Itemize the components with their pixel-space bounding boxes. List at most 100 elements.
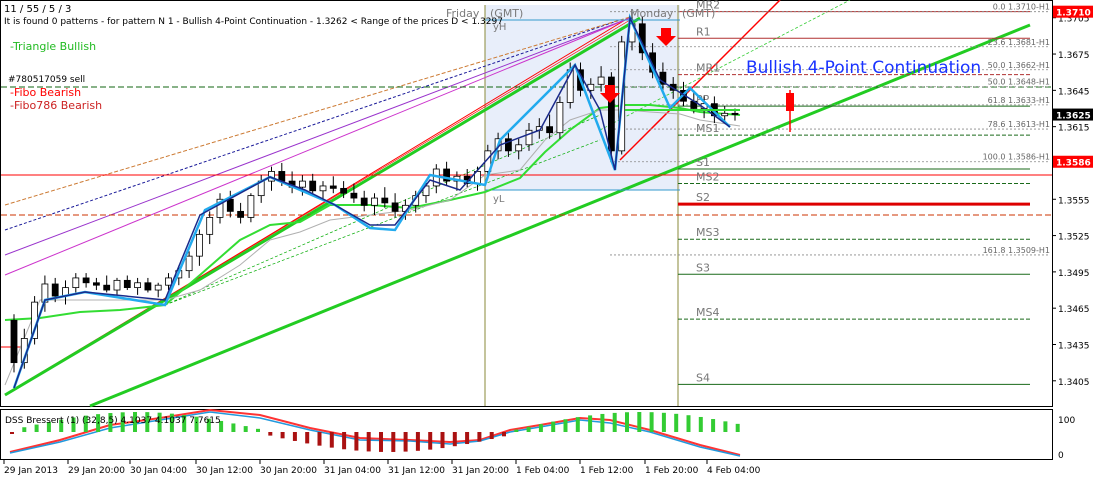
dss-histogram-bar [292,432,297,441]
candle-body [103,284,111,291]
pattern-title: Bullish 4-Point Continuation [746,58,981,78]
dss-histogram-bar [600,413,605,432]
dss-histogram-bar [674,413,679,432]
dss-histogram-bar [538,424,543,432]
dss-histogram-bar [46,421,51,432]
candle-body [360,197,368,206]
time-axis: 29 Jan 2013 29 Jan 20:00 30 Jan 04:00 30 Ja… [3,460,761,476]
dss-histogram-bar [588,415,593,432]
sell-arrow-2 [656,28,676,46]
candle-body [391,202,399,212]
dss-histogram-bar [428,432,433,450]
magenta-line [4,17,631,276]
candle-body [82,277,90,284]
candle-body [165,277,172,286]
candle [247,193,255,223]
dss-histogram-bar [514,429,519,432]
candle-body [731,112,739,115]
candle-body [463,175,471,184]
candle [113,277,121,295]
y-tick-label: 1.3555 [1058,196,1090,206]
orange-dashed-line [4,16,631,206]
price-tag-bg [1053,155,1093,168]
candle [82,273,90,288]
green-dashed-fan-1 [164,114,601,306]
candle-body [525,129,533,146]
candle-body [329,185,337,189]
fib-label: 50.0 1.3662-H1 [988,61,1050,70]
candle [556,96,564,139]
candle-body [515,144,523,152]
x-tick-label: 31 Jan 20:00 [452,466,509,476]
fib-label: 0.0 1.3710-H1 [993,3,1050,12]
dss-histogram-bar [329,432,334,448]
candle [144,277,152,293]
fib-label: 61.8 1.3633-H1 [988,96,1050,105]
pivot-label-s1: S1 [696,156,710,169]
candle [319,181,327,200]
dss-histogram-bar [489,432,494,440]
dss-histogram-bar [686,415,691,432]
price-tag-bg [1053,108,1093,121]
candle [350,183,358,203]
sell-arrow-1 [600,85,620,103]
fibo786-label: -Fibo786 Bearish [10,99,102,112]
candle-body [237,210,245,218]
x-tick-label: 1 Feb 20:00 [645,466,699,476]
green-channel-upper [4,16,641,397]
monday-gmt-label: (GMT) [682,7,715,20]
indicator-label: DSS Bressert (1) (32,8,5) 4.1037 4.1037 … [5,416,221,426]
candle [72,273,80,293]
x-tick-label: 31 Jan 04:00 [324,466,381,476]
x-tick-label: 30 Jan 04:00 [130,466,187,476]
candle-body [185,255,193,272]
candle-body [443,168,451,182]
dss-histogram-bar [563,419,568,432]
indicator-tick-0: 0 [1058,451,1064,461]
dss-histogram-bar [379,432,383,452]
candle-body [309,180,317,192]
candle [371,193,378,215]
candle-body [340,187,348,194]
yl-label: yL [493,194,505,205]
y-tick-label: 1.3435 [1058,341,1090,351]
candle-body [608,76,615,152]
price-tag-label: 1.3710 [1056,9,1091,19]
window-title: 11 / 55 / 5 / 3 [4,4,71,15]
candle [525,123,533,151]
candle [206,211,214,245]
candle [154,282,162,298]
dss-histogram-bar [133,412,137,432]
candle [185,251,193,278]
x-tick-label: 1 Feb 12:00 [580,466,634,476]
candle-body [72,277,80,289]
pivot-label-ms1: MS1 [696,122,719,135]
candle-body [226,198,234,212]
indicator-tick-100: 100 [1058,416,1075,426]
candle-body [268,171,275,182]
price-tag-label: 1.3586 [1056,159,1091,169]
green-dashed-fan-2 [164,139,601,306]
dss-histogram-bar [157,412,162,432]
candle-body [206,217,214,235]
dss-histogram-bar [637,412,642,432]
candle [340,181,348,199]
dss-histogram-bar [625,412,629,432]
dss-histogram-bar [723,421,728,432]
dss-histogram-bar [452,432,457,447]
dss-histogram-bar [698,416,703,432]
dss-histogram-bar [354,432,359,451]
friday-gmt-label: (GMT) [490,7,523,20]
sell-arrows [600,28,794,132]
x-tick-label: 29 Jan 20:00 [68,466,125,476]
candle-body [10,319,18,364]
x-tick-label: 4 Feb 04:00 [707,466,761,476]
candle [597,66,605,92]
dss-histogram-bar [145,412,150,432]
y-tick-label: 1.3645 [1058,87,1090,97]
price-tag-bg [1053,5,1093,18]
fib-label: 100.0 1.3586-H1 [983,153,1050,162]
fib-label: 161.8 1.3509-H1 [983,246,1050,255]
candle [515,138,523,160]
